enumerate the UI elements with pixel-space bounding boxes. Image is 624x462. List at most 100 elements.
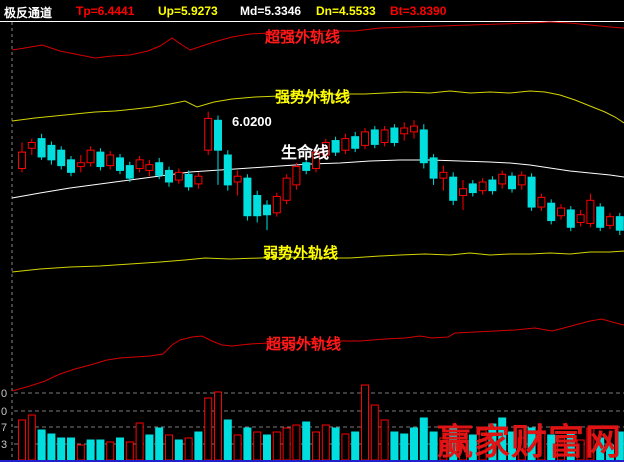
- candle-body: [47, 144, 56, 161]
- volume-bar: [96, 439, 105, 461]
- volume-bar: [86, 439, 95, 461]
- volume-bar: [106, 441, 115, 461]
- watermark: 赢家财富网: [436, 422, 622, 462]
- candle-body: [165, 169, 173, 183]
- candle-body: [400, 127, 409, 135]
- volume-bar: [380, 419, 389, 461]
- header-value-md: Md=5.3346: [240, 4, 302, 18]
- candle-body: [86, 149, 95, 164]
- candle-body: [135, 159, 144, 169]
- candle-body: [57, 149, 66, 167]
- volume-bar: [253, 431, 262, 461]
- candle-body: [312, 151, 320, 169]
- channel-line-super-weak-outer-rail: [11, 318, 624, 392]
- candle-body: [517, 174, 526, 186]
- volume-bar: [145, 434, 154, 461]
- candle-body: [390, 127, 399, 143]
- volume-bar: [243, 427, 252, 461]
- volume-bar: [272, 431, 281, 461]
- candle-body: [321, 141, 330, 156]
- candle-body: [459, 188, 467, 196]
- volume-bar: [321, 424, 330, 461]
- volume-axis-label: 0: [1, 388, 7, 400]
- volume-bar: [125, 441, 134, 461]
- candle-body: [361, 131, 369, 146]
- candle-body: [67, 159, 75, 173]
- volume-bar: [292, 424, 301, 461]
- volume-bar: [263, 434, 271, 461]
- candle-body: [449, 176, 458, 201]
- volume-bar: [282, 427, 291, 461]
- channel-line-super-strong-outer-rail: [11, 21, 624, 59]
- candle-body: [125, 165, 134, 179]
- volume-bar: [67, 437, 75, 461]
- candle-body: [351, 136, 360, 149]
- candle-body: [233, 175, 242, 183]
- candle-body: [272, 195, 281, 214]
- candle-body: [576, 214, 585, 223]
- volume-bar: [312, 431, 320, 461]
- channel-line-strong-outer-rail: [11, 90, 624, 124]
- volume-bar: [135, 422, 144, 461]
- volume-bar: [302, 421, 311, 461]
- candle-body: [341, 138, 350, 151]
- header-value-tp: Tp=6.4441: [76, 4, 135, 18]
- volume-bar: [400, 433, 409, 461]
- candle-body: [498, 173, 507, 185]
- volume-bar: [37, 429, 46, 461]
- volume-bar: [370, 404, 379, 461]
- header-value-up: Up=5.9273: [158, 4, 218, 18]
- volume-bar: [223, 419, 232, 461]
- candle-body: [615, 216, 624, 231]
- candle-body: [106, 154, 115, 167]
- candle-body: [214, 119, 222, 151]
- candle-body: [155, 162, 164, 176]
- candle-body: [243, 177, 252, 217]
- indicator-name: 极反通道: [4, 6, 53, 20]
- candle-body: [419, 129, 428, 164]
- label-strong-rail: 强势外轨线: [275, 88, 350, 106]
- candle-body: [537, 196, 546, 208]
- candle-body: [468, 183, 477, 194]
- candle-body: [18, 151, 26, 169]
- volume-bar: [165, 434, 173, 461]
- volume-bar: [155, 427, 164, 461]
- volume-bar: [331, 427, 340, 461]
- volume-bar: [194, 431, 203, 461]
- volume-bar: [204, 397, 213, 461]
- volume-bar: [214, 391, 222, 461]
- volume-bar: [361, 384, 369, 461]
- volume-bar: [18, 419, 26, 461]
- volume-bar: [410, 427, 418, 461]
- header-value-dn: Dn=4.5533: [316, 4, 376, 18]
- candle-body: [96, 151, 105, 168]
- candle-body: [27, 141, 36, 149]
- candle-body: [478, 181, 487, 192]
- candle-body: [116, 157, 124, 171]
- label-super-strong-rail: 超强外轨线: [264, 28, 340, 46]
- volume-bar: [351, 431, 360, 461]
- channel-line-weak-outer-rail: [11, 250, 624, 273]
- candle-body: [302, 162, 311, 171]
- volume-axis-label: 0: [1, 406, 7, 418]
- candle-body: [204, 117, 213, 151]
- candle-body: [253, 194, 262, 217]
- candle-body: [292, 166, 301, 186]
- indicator-header: 极反通道 Tp=6.4441 Up=5.9273 Md=5.3346 Dn=4.…: [0, 0, 624, 21]
- candle-body: [223, 154, 232, 186]
- volume-bar: [184, 437, 193, 461]
- volume-bar: [419, 417, 428, 461]
- candle-body: [370, 129, 379, 145]
- volume-bar: [27, 414, 36, 461]
- candle-body: [586, 199, 595, 224]
- candle-body: [547, 202, 556, 222]
- candle-body: [380, 129, 389, 143]
- candle-body: [566, 209, 575, 228]
- candle-body: [606, 216, 614, 226]
- candle-body: [596, 206, 605, 228]
- candle-body: [331, 140, 340, 153]
- candle-body: [76, 162, 85, 168]
- candle-body: [37, 138, 46, 158]
